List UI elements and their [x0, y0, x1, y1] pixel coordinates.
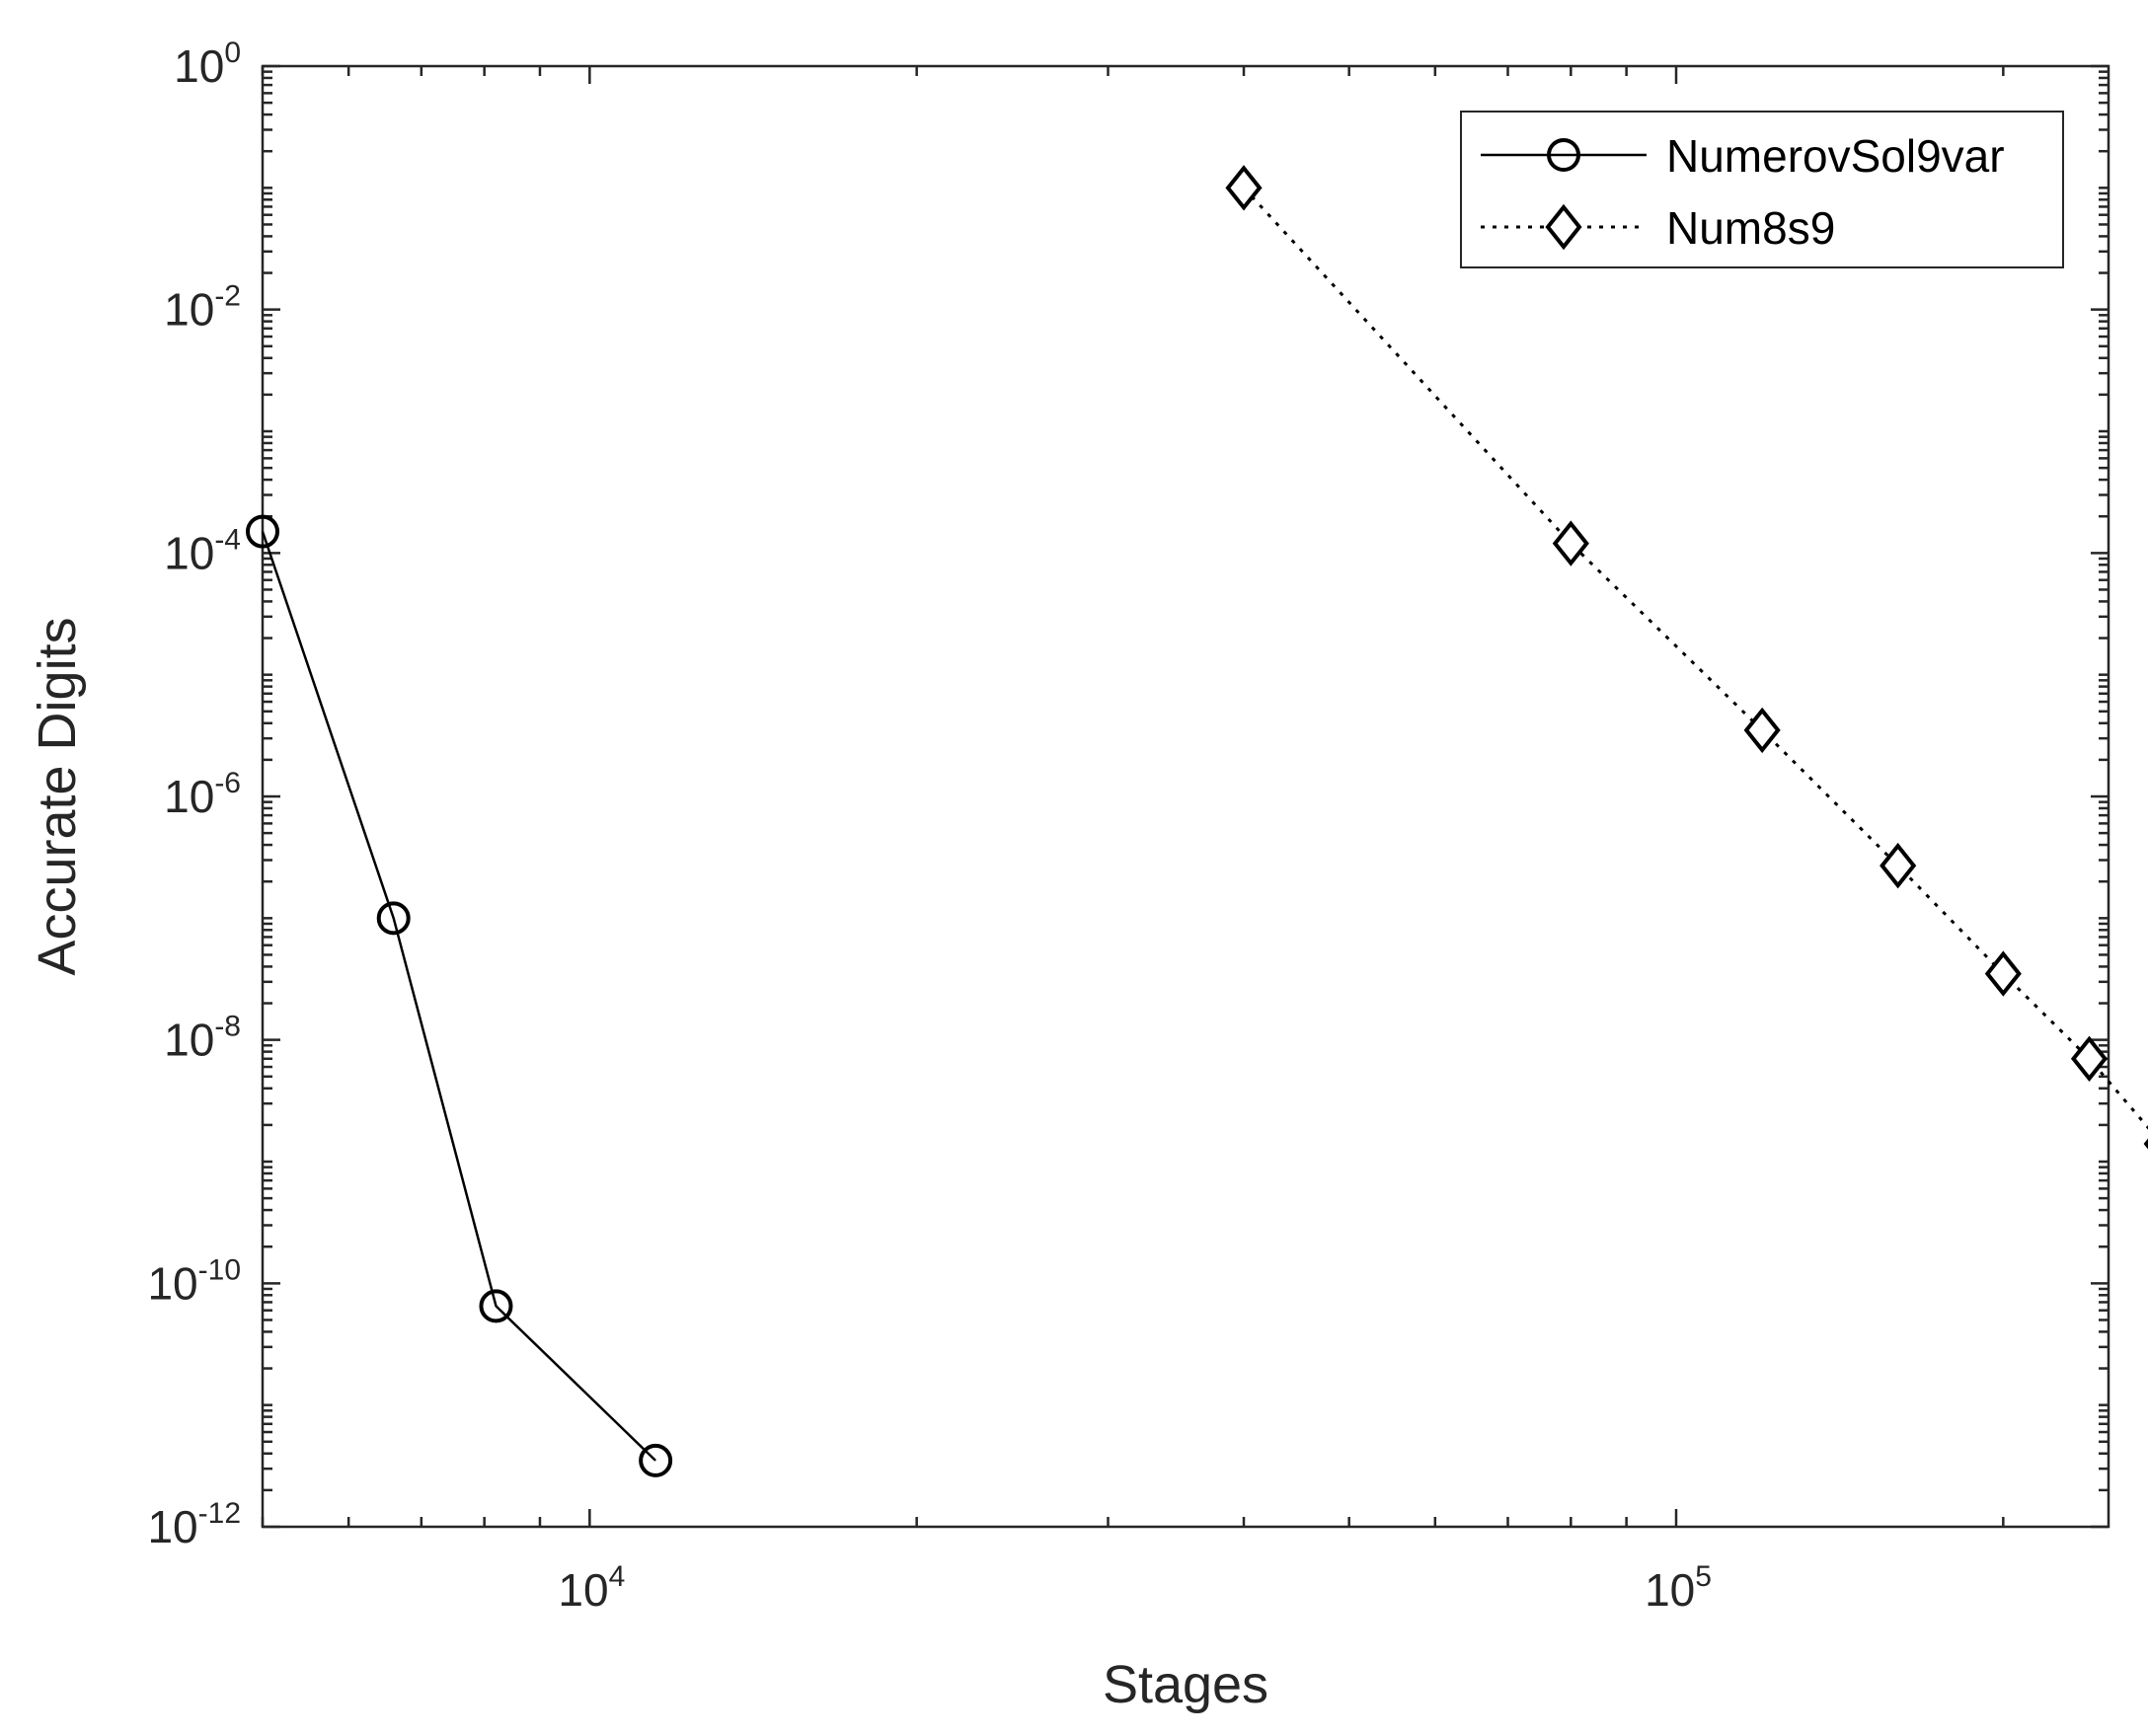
x-axis-title: Stages	[1103, 1655, 1268, 1714]
plot-area	[263, 66, 2109, 1527]
y-axis-title: Accurate Digits	[28, 617, 87, 975]
data-point-diamond	[2070, 1035, 2109, 1082]
legend: NumerovSol9var Num8s9	[1460, 111, 2064, 268]
data-point-circle	[376, 901, 411, 936]
series-line-1	[261, 531, 656, 1462]
data-point-diamond	[1743, 707, 1781, 754]
minor-ticks	[261, 66, 2109, 1527]
data-point-circle	[479, 1289, 513, 1323]
y-tick-label: 10-12	[147, 1497, 241, 1552]
tick-labels: 104 105 100 10-2 10-4 10-6 10-8 10-10 10-12	[147, 37, 1711, 1616]
legend-marker-diamond	[1545, 203, 1582, 251]
y-tick-label: 10-4	[164, 523, 241, 578]
x-tick-label: 105	[1645, 1560, 1712, 1616]
legend-marker-circle	[1547, 138, 1580, 172]
axes-box	[261, 64, 2110, 1529]
y-tick-label: 100	[174, 37, 241, 92]
series-layer	[246, 165, 2148, 1477]
y-tick-label: 10-8	[164, 1011, 241, 1066]
data-point-circle	[639, 1443, 673, 1477]
data-point-diamond	[1225, 165, 1263, 211]
data-point-circle	[246, 514, 279, 549]
legend-label-series-2: Num8s9	[1666, 202, 1835, 254]
data-point-diamond	[1880, 842, 1917, 889]
x-tick-label: 104	[558, 1560, 625, 1616]
data-point-diamond	[1552, 520, 1589, 566]
y-tick-label: 10-10	[147, 1253, 241, 1309]
data-point-diamond	[1984, 950, 2022, 997]
y-tick-label: 10-6	[164, 767, 241, 822]
legend-label-series-1: NumerovSol9var	[1666, 130, 2005, 182]
y-tick-label: 10-2	[164, 280, 241, 336]
